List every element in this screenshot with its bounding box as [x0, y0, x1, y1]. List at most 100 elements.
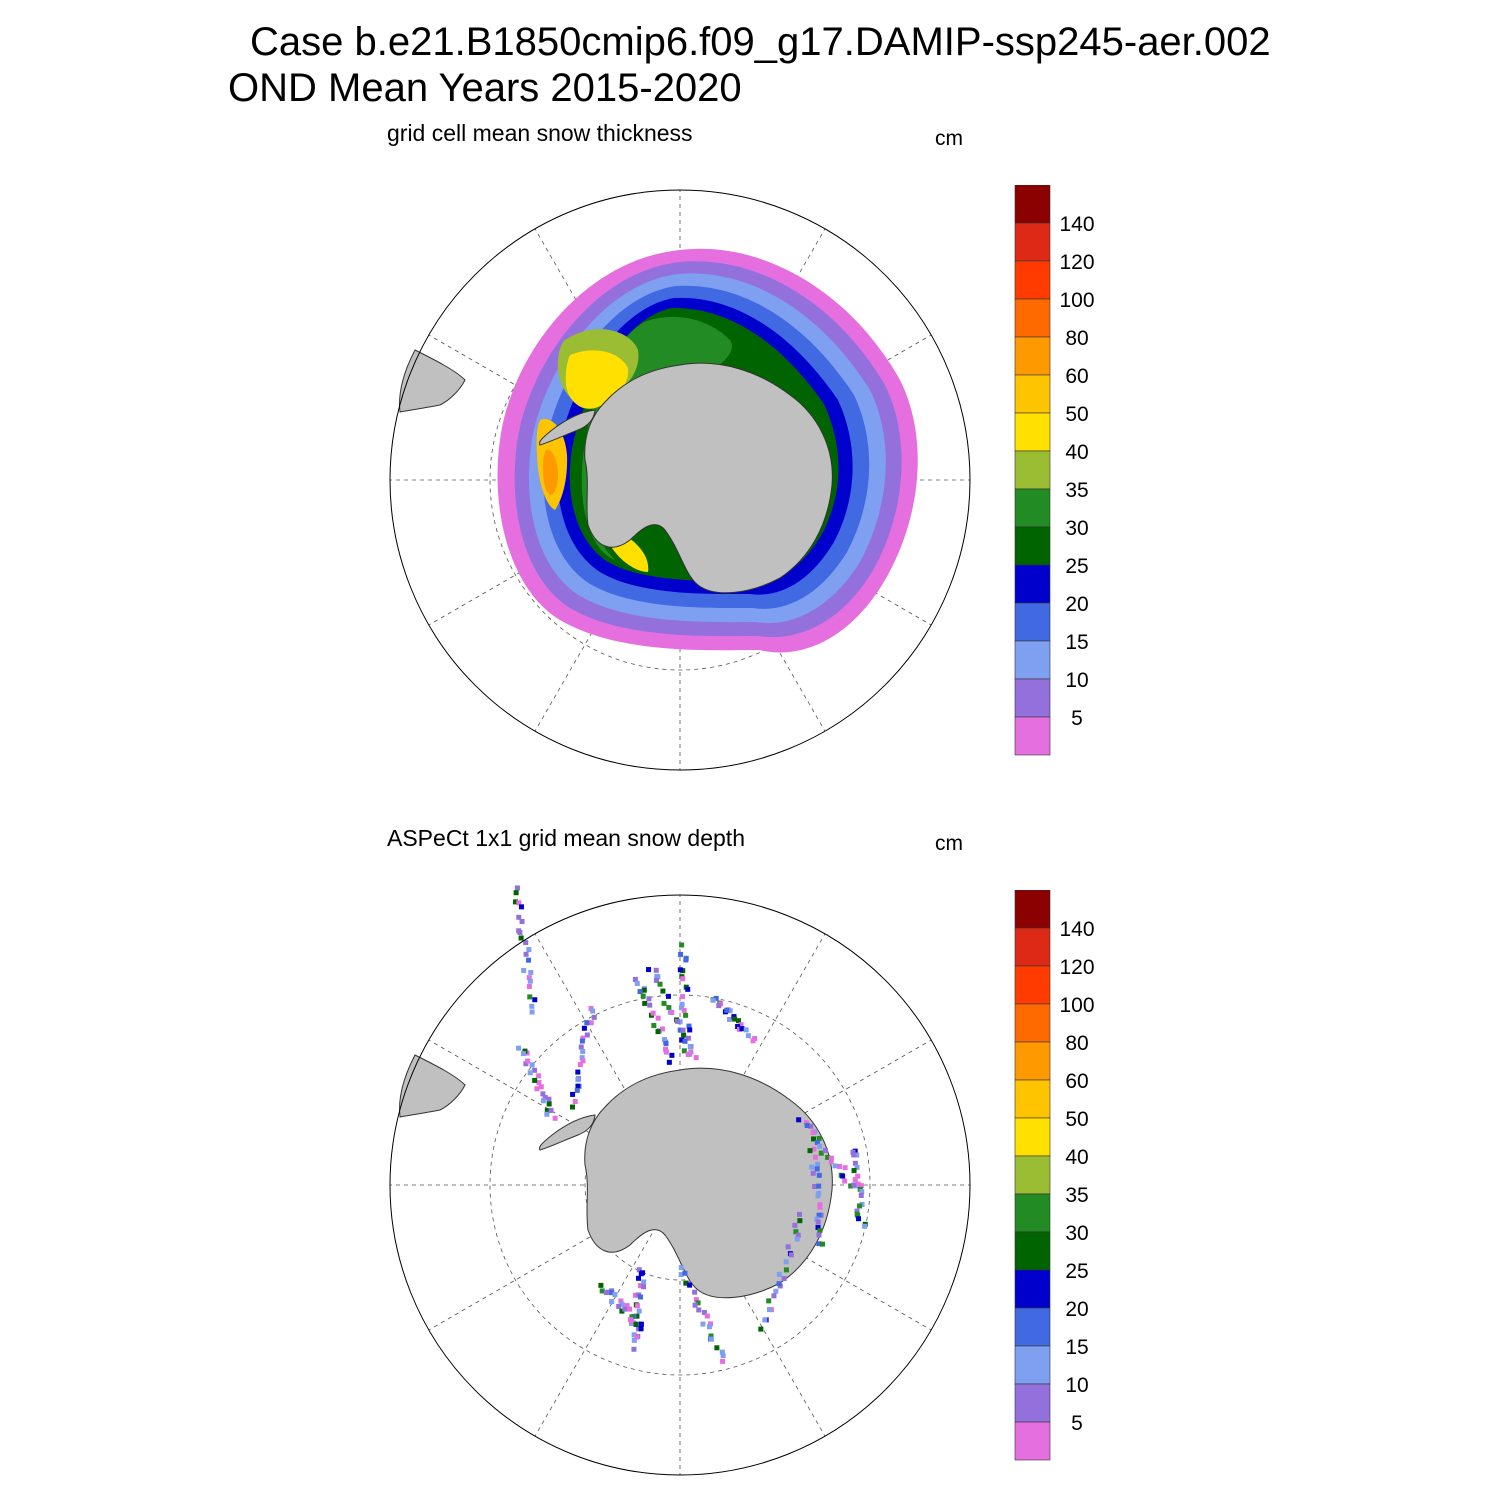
observation-cell [663, 1041, 669, 1047]
observation-cell [628, 1320, 634, 1326]
observation-cell [521, 967, 527, 973]
observation-cell [696, 1307, 702, 1313]
observation-cell [532, 1077, 538, 1083]
panel1-subtitle: grid cell mean snow thickness [387, 120, 693, 146]
observation-cell [686, 1023, 692, 1029]
observation-cell [852, 1177, 858, 1183]
panel2-units: cm [935, 832, 963, 855]
observation-cell [726, 1017, 732, 1023]
observation-cell [681, 1048, 687, 1054]
observation-cell [575, 1083, 581, 1089]
observation-cell [814, 1216, 820, 1222]
observation-cell [646, 996, 652, 1002]
observation-cell [704, 1313, 710, 1319]
observation-cell [685, 1052, 691, 1058]
observation-cell [678, 1265, 684, 1271]
observation-cell [854, 1164, 860, 1170]
observation-cell [525, 1058, 531, 1064]
observation-cell [523, 1061, 529, 1067]
observation-cell [745, 1033, 751, 1039]
colorbar-swatch [1014, 890, 1051, 929]
observation-cell [855, 1173, 861, 1179]
colorbar-label: 140 [1059, 918, 1094, 941]
observation-cell [816, 1241, 822, 1247]
colorbar-swatch [1014, 678, 1051, 718]
observation-cell [687, 1027, 693, 1033]
observation-cell [683, 957, 689, 963]
observation-cell [518, 904, 524, 910]
observation-cell [637, 1283, 643, 1289]
observation-cell [840, 1173, 846, 1179]
antarctica-land [584, 362, 833, 594]
observation-cell [692, 1302, 698, 1308]
observation-cell [851, 1168, 857, 1174]
observation-cell [678, 1005, 684, 1011]
observation-cell [828, 1159, 834, 1165]
observation-cell [584, 1020, 590, 1026]
observation-cell [663, 1049, 669, 1055]
figure-title-case: Case b.e21.B1850cmip6.f09_g17.DAMIP-ssp2… [250, 20, 1271, 64]
colorbar-swatch [1014, 1041, 1051, 1081]
antarctic-peninsula [539, 409, 596, 446]
observation-cell [683, 1280, 689, 1286]
observation-cell [859, 1189, 865, 1195]
observation-cell [783, 1267, 789, 1273]
observation-cell [520, 1051, 526, 1057]
observation-cell [850, 1149, 856, 1155]
sea-ice-snow-60cm [543, 449, 558, 495]
observation-cell [776, 1271, 782, 1277]
observation-cell [526, 983, 532, 989]
colorbar-swatch [1014, 965, 1051, 1005]
observation-cell [518, 935, 524, 941]
observation-cell [842, 1165, 848, 1171]
observation-cell [695, 1300, 701, 1306]
observation-cell [842, 1178, 848, 1184]
observation-cell [612, 1292, 618, 1298]
observation-cell [631, 1346, 637, 1352]
observation-cell [708, 1321, 714, 1327]
colorbar-label: 5 [1071, 707, 1083, 730]
observation-cell [735, 1023, 741, 1029]
observation-cell [642, 1000, 648, 1006]
observation-cell [788, 1252, 794, 1258]
observation-cell [523, 940, 529, 946]
observation-cell [727, 1008, 733, 1014]
panel1-colorbar: 140 120 100 80 60 50 40 35 30 25 20 15 10 5 [1014, 185, 1095, 756]
observation-cell [527, 978, 533, 984]
observation-cell [815, 1161, 821, 1167]
colorbar-swatch [1014, 260, 1051, 300]
observation-cell [631, 1337, 637, 1343]
observation-cell [628, 1318, 634, 1324]
colorbar-label: 120 [1059, 956, 1094, 979]
observation-cell [588, 1005, 594, 1011]
observation-cell [513, 890, 519, 896]
panel1-polar-map [389, 189, 971, 771]
colorbar-swatch [1014, 1193, 1051, 1233]
observation-cell [636, 1308, 642, 1314]
observation-cell [609, 1299, 615, 1305]
observation-cell [516, 1045, 522, 1051]
observation-cell [810, 1129, 816, 1135]
observation-cell [616, 1303, 622, 1309]
observation-cell [544, 1108, 550, 1114]
observation-cell [512, 899, 518, 905]
colorbar-swatch [1014, 185, 1051, 224]
observation-cell [682, 1038, 688, 1044]
observation-cell [815, 1225, 821, 1231]
observation-cell [771, 1293, 777, 1299]
observation-cell [797, 1218, 803, 1224]
observation-cell [538, 1084, 544, 1090]
observation-cell [708, 1333, 714, 1339]
observation-cell [859, 1202, 865, 1208]
observation-cell [598, 1282, 604, 1288]
map1-rim-outline [389, 189, 971, 771]
observation-cell [680, 976, 686, 982]
observation-cell [832, 1163, 838, 1169]
observation-cell [731, 1014, 737, 1020]
observation-cell [776, 1281, 782, 1287]
observation-cell [641, 1279, 647, 1285]
colorbar-label: 15 [1065, 631, 1088, 654]
observation-cell [679, 1001, 685, 1007]
observation-cell [679, 942, 685, 948]
observation-cell [814, 1166, 820, 1172]
